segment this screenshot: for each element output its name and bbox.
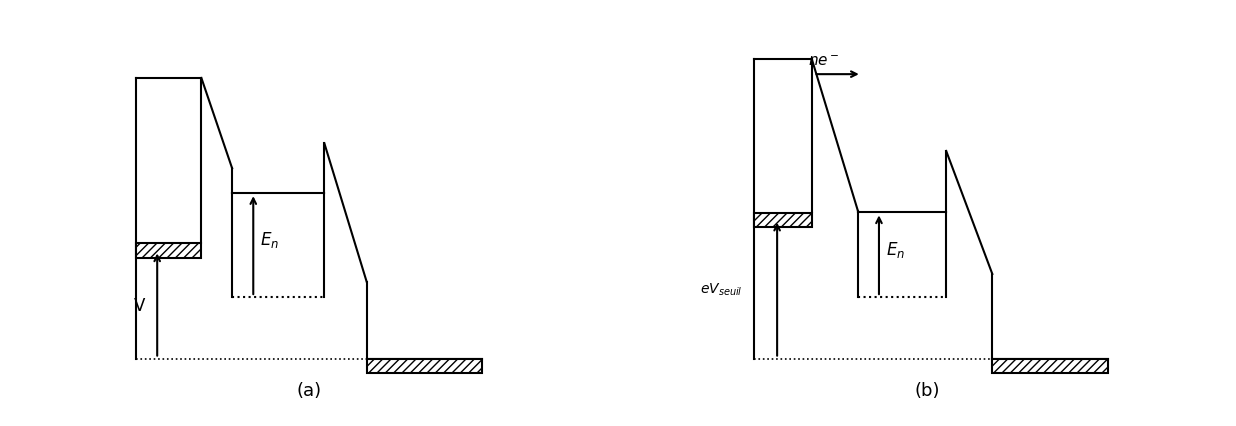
Bar [754, 213, 812, 227]
Text: (a): (a) [297, 381, 321, 399]
Text: $E_n$: $E_n$ [261, 230, 279, 250]
Text: $E_n$: $E_n$ [886, 239, 905, 259]
Text: $ne^-$: $ne^-$ [808, 54, 839, 69]
Text: V: V [135, 296, 146, 314]
Text: $eV_{seuil}$: $eV_{seuil}$ [700, 281, 743, 298]
Text: (b): (b) [915, 381, 939, 399]
Bar [136, 244, 201, 258]
Bar [993, 359, 1107, 373]
Bar [367, 359, 482, 373]
